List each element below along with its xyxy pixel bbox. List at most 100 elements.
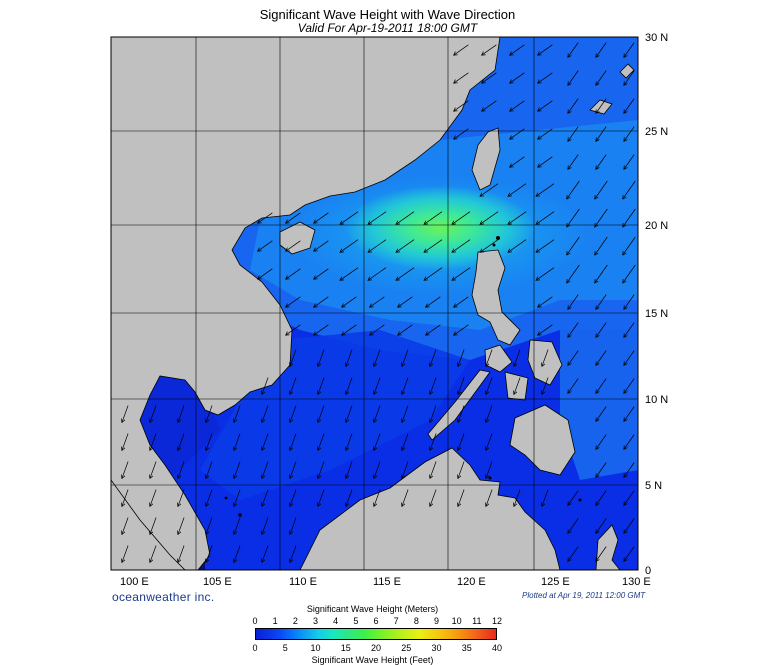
colorbar-meter-tick: 12 <box>491 616 503 626</box>
wave-arrow-head <box>372 418 378 424</box>
wave-arrow-shaft <box>479 211 499 225</box>
lat-lon-grid <box>111 37 638 570</box>
wave-arrow-head <box>567 53 572 58</box>
wave-arrow-shaft <box>622 208 636 228</box>
wave-arrow-shaft <box>567 518 579 534</box>
wave-arrow-head <box>623 109 628 114</box>
wave-arrow-head <box>567 529 572 534</box>
wave-arrow-head <box>344 418 350 424</box>
plotted-timestamp: Plotted at Apr 19, 2011 12:00 GMT <box>522 591 646 600</box>
colorbar-meter-tick: 6 <box>373 616 379 626</box>
wave-arrow-head <box>456 362 462 368</box>
wave-arrow-head <box>595 557 600 562</box>
land-sumatra-tip <box>111 479 186 570</box>
wave-arrow-shaft <box>595 490 607 506</box>
wave-arrow-shaft <box>457 377 465 395</box>
wave-arrow-shaft <box>453 296 469 308</box>
wave-arrow-head <box>369 331 374 336</box>
wave-arrow-head <box>512 362 518 368</box>
wave-arrow-shaft <box>623 462 635 478</box>
lat-label-25n: 25 N <box>645 126 668 138</box>
wave-arrow-head <box>595 305 600 310</box>
wave-arrow-shaft <box>595 518 607 534</box>
wave-arrow-shaft <box>457 461 465 479</box>
wave-arrow-head <box>367 276 373 281</box>
wave-arrow-shaft <box>595 42 607 58</box>
wave-arrow-shaft <box>339 239 359 253</box>
wave-arrow-head <box>484 446 490 452</box>
wave-arrow-head <box>372 446 378 452</box>
colorbar-meter-tick: 2 <box>292 616 298 626</box>
wave-arrow-head <box>176 474 182 480</box>
wave-arrow-head <box>397 331 402 336</box>
wave-arrow-shaft <box>509 44 525 56</box>
colorbar-feet-tick: 5 <box>282 643 288 653</box>
wave-arrow-head <box>507 192 513 197</box>
wave-arrow-shaft <box>541 489 549 507</box>
wave-arrow-head <box>456 474 462 480</box>
wave-arrow-shaft <box>451 267 471 281</box>
wave-arrow-shaft <box>595 98 607 114</box>
wave-arrow-shaft <box>485 433 493 451</box>
wave-arrow-head <box>567 389 572 394</box>
lat-label-10n: 10 N <box>645 394 668 406</box>
wave-arrow-shaft <box>345 377 353 395</box>
wave-arrow-shaft <box>623 154 635 170</box>
wave-arrow-head <box>176 418 182 424</box>
wave-arrow-head <box>623 389 628 394</box>
wave-arrow-shaft <box>121 405 129 423</box>
wave-arrow-head <box>372 502 378 508</box>
wave-arrow-head <box>453 79 458 84</box>
wave-arrow-head <box>288 362 294 368</box>
wave-arrow-shaft <box>485 461 493 479</box>
wave-arrow-shaft <box>285 324 301 336</box>
wave-arrow-shaft <box>317 461 325 479</box>
wave-arrow-shaft <box>367 211 387 225</box>
wave-arrow-head <box>176 446 182 452</box>
wave-arrow-head <box>372 474 378 480</box>
wave-arrow-shaft <box>401 405 409 423</box>
wave-arrow-head <box>623 417 628 422</box>
wave-arrow-head <box>567 557 572 562</box>
wave-arrow-head <box>204 446 210 452</box>
wave-arrow-shaft <box>177 489 185 507</box>
wave-arrow-shaft <box>594 236 608 256</box>
wave-arrow-head <box>148 530 154 536</box>
wave-arrow-shaft <box>367 267 387 281</box>
lon-label-120e: 120 E <box>457 576 486 588</box>
wave-arrow-shaft <box>341 296 357 308</box>
wave-arrow-shaft <box>313 324 329 336</box>
wave-arrow-head <box>260 502 266 508</box>
wave-arrow-head <box>339 248 345 253</box>
wave-arrow-shaft <box>177 461 185 479</box>
colorbar-feet-tick: 20 <box>370 643 382 653</box>
wave-arrow-head <box>344 446 350 452</box>
wave-arrow-head <box>313 303 318 308</box>
wave-arrow-head <box>372 390 378 396</box>
wave-arrow-shaft <box>345 405 353 423</box>
wave-arrow-head <box>484 474 490 480</box>
wave-arrow-head <box>316 418 322 424</box>
wave-arrow-head <box>232 558 238 564</box>
wave-arrow-head <box>428 362 434 368</box>
wave-arrow-shaft <box>313 296 329 308</box>
wave-arrow-shaft <box>401 461 409 479</box>
wave-arrow-shaft <box>313 212 329 224</box>
wave-arrow-shaft <box>425 324 441 336</box>
colorbar-feet-tick: 15 <box>340 643 351 653</box>
wave-arrow-shaft <box>233 517 241 535</box>
wave-arrow-head <box>623 53 628 58</box>
wave-arrow-head <box>339 276 345 281</box>
land-ryukyu-north <box>619 63 635 79</box>
wave-arrow-head <box>595 109 600 114</box>
land-ryukyu <box>589 99 613 115</box>
map-title: Significant Wave Height with Wave Direct… <box>259 7 516 22</box>
wave-arrow-shaft <box>509 128 525 140</box>
wave-arrow-shaft <box>513 349 521 367</box>
wave-arrow-shaft <box>595 154 607 170</box>
wave-arrow-shaft <box>401 349 409 367</box>
wave-arrow-shaft <box>537 100 553 112</box>
wave-arrow-shaft <box>567 294 579 310</box>
wave-arrow-shaft <box>233 489 241 507</box>
